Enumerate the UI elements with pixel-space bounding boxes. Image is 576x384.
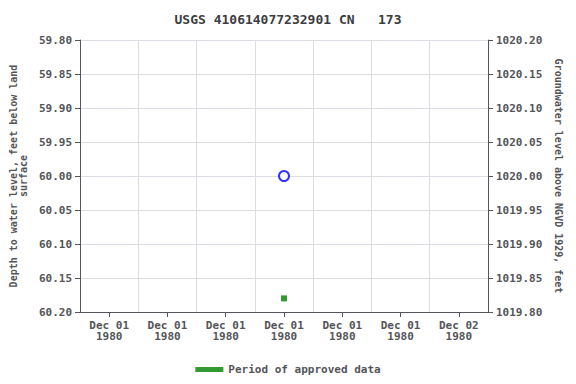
svg-text:Dec 01: Dec 01 (147, 319, 188, 332)
svg-text:1980: 1980 (387, 330, 414, 343)
svg-text:1980: 1980 (329, 330, 356, 343)
svg-text:Dec 02: Dec 02 (439, 319, 479, 332)
svg-text:Dec 01: Dec 01 (205, 319, 246, 332)
svg-text:60.00: 60.00 (39, 170, 72, 183)
svg-text:60.15: 60.15 (39, 272, 72, 285)
svg-text:1020.15: 1020.15 (496, 68, 542, 81)
svg-text:59.85: 59.85 (39, 68, 72, 81)
svg-text:59.95: 59.95 (39, 136, 72, 149)
svg-text:1019.85: 1019.85 (496, 272, 542, 285)
svg-text:1980: 1980 (271, 330, 298, 343)
svg-text:USGS 410614077232901 CN 173: USGS 410614077232901 CN 173 (175, 12, 402, 27)
svg-text:60.10: 60.10 (39, 238, 72, 251)
svg-text:1019.90: 1019.90 (496, 238, 542, 251)
svg-text:1020.10: 1020.10 (496, 102, 542, 115)
svg-text:1980: 1980 (212, 330, 239, 343)
svg-text:Depth to water level, feet bel: Depth to water level, feet below land (7, 64, 19, 288)
svg-text:1019.95: 1019.95 (496, 204, 542, 217)
svg-text:Dec 01: Dec 01 (380, 319, 421, 332)
svg-text:1980: 1980 (446, 330, 473, 343)
svg-text:1020.00: 1020.00 (496, 170, 542, 183)
svg-text:1980: 1980 (154, 330, 181, 343)
svg-text:1020.05: 1020.05 (496, 136, 542, 149)
svg-text:Groundwater level above NGVD 1: Groundwater level above NGVD 1929, feet (553, 59, 564, 294)
svg-text:1019.80: 1019.80 (496, 306, 542, 319)
svg-text:Dec 01: Dec 01 (89, 319, 129, 332)
svg-text:60.20: 60.20 (39, 306, 72, 319)
svg-text:Dec 01: Dec 01 (264, 319, 304, 332)
svg-text:surface: surface (18, 155, 29, 197)
svg-text:60.05: 60.05 (39, 204, 72, 217)
svg-text:1020.20: 1020.20 (496, 34, 542, 47)
svg-text:Dec 01: Dec 01 (322, 319, 363, 332)
svg-text:Period of approved data: Period of approved data (228, 363, 380, 376)
svg-text:59.90: 59.90 (39, 102, 72, 115)
svg-text:1980: 1980 (96, 330, 123, 343)
svg-text:59.80: 59.80 (39, 34, 72, 47)
